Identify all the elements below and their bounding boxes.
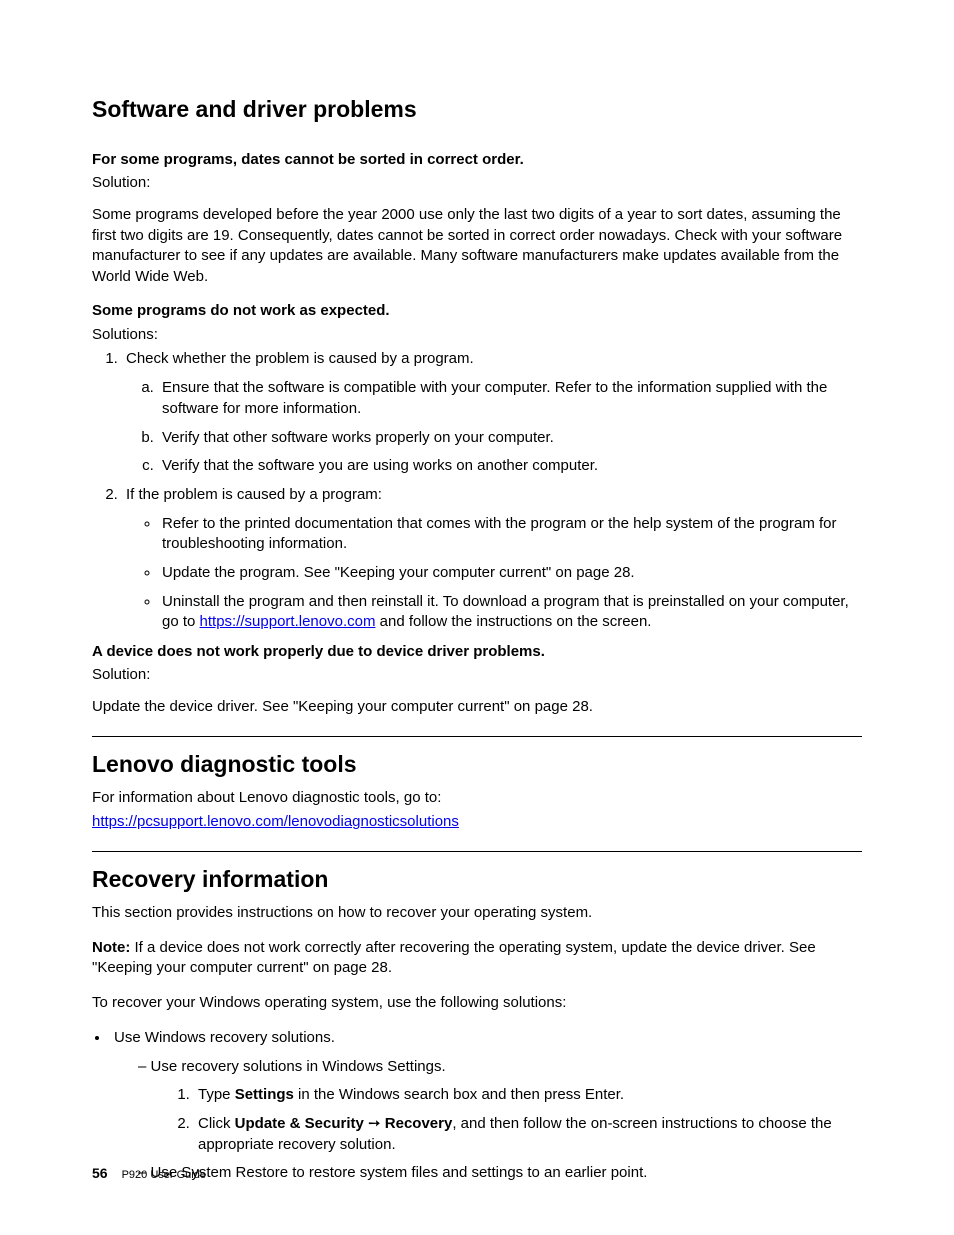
problem2-step2-b1: Refer to the printed documentation that … (160, 514, 862, 555)
settings-bold: Settings (235, 1086, 294, 1103)
recovery-b1-d1-s2: Click Update & Security ➙ Recovery, and … (194, 1114, 862, 1155)
problem3-title: A device does not work properly due to d… (92, 643, 862, 660)
recovery-b1-d1-text: Use recovery solutions in Windows Settin… (151, 1058, 446, 1075)
recovery-b1-d1-s1-pre: Type (198, 1086, 235, 1103)
problem2-step2-b3-post: and follow the instructions on the scree… (375, 613, 651, 630)
divider-1 (92, 736, 862, 737)
recovery-b1-d1: Use recovery solutions in Windows Settin… (138, 1057, 862, 1156)
problem2-step1-text: Check whether the problem is caused by a… (126, 350, 474, 367)
update-security-bold: Update & Security (235, 1115, 364, 1132)
heading-software-driver-problems: Software and driver problems (92, 96, 862, 123)
problem2-steps: Check whether the problem is caused by a… (92, 349, 862, 633)
problem2-step2-text: If the problem is caused by a program: (126, 486, 382, 503)
note-body: If a device does not work correctly afte… (92, 939, 816, 977)
support-lenovo-link[interactable]: https://support.lenovo.com (200, 613, 376, 630)
page-footer: 56 P920 User Guide (92, 1165, 206, 1181)
recovery-b1-d2-text: Use System Restore to restore system fil… (151, 1164, 648, 1181)
recovery-b1-d1-s1-post: in the Windows search box and then press… (294, 1086, 624, 1103)
recovery-b1-d1-s1: Type Settings in the Windows search box … (194, 1085, 862, 1106)
doc-title: P920 User Guide (122, 1169, 206, 1181)
section2-link-line: https://pcsupport.lenovo.com/lenovodiagn… (92, 812, 862, 833)
problem3-solution-label: Solution: (92, 666, 862, 683)
section3-lead: To recover your Windows operating system… (92, 993, 862, 1014)
problem2-solution-label: Solutions: (92, 325, 862, 346)
divider-2 (92, 851, 862, 852)
section2-intro: For information about Lenovo diagnostic … (92, 788, 862, 809)
problem2-step2-bullets: Refer to the printed documentation that … (126, 514, 862, 633)
arrow-icon: ➙ (364, 1115, 385, 1132)
heading-lenovo-diagnostic-tools: Lenovo diagnostic tools (92, 751, 862, 778)
problem2-step2-b2: Update the program. See "Keeping your co… (160, 563, 862, 584)
heading-recovery-information: Recovery information (92, 866, 862, 893)
section3-intro: This section provides instructions on ho… (92, 903, 862, 924)
problem2-step1a: Ensure that the software is compatible w… (158, 378, 862, 419)
recovery-b1-dashlist: Use recovery solutions in Windows Settin… (114, 1057, 862, 1184)
recovery-bold: Recovery (385, 1115, 453, 1132)
problem2-step1c: Verify that the software you are using w… (158, 456, 862, 477)
problem2-step1b: Verify that other software works properl… (158, 428, 862, 449)
section3-note: Note: If a device does not work correctl… (92, 938, 862, 979)
recovery-b1-d2: Use System Restore to restore system fil… (138, 1163, 862, 1184)
problem1-body: Some programs developed before the year … (92, 205, 862, 288)
document-page: Software and driver problems For some pr… (0, 0, 954, 1235)
problem2-step1-sublist: Ensure that the software is compatible w… (126, 378, 862, 477)
recovery-b1-d1-steps: Type Settings in the Windows search box … (154, 1085, 862, 1155)
recovery-b1-text: Use Windows recovery solutions. (114, 1029, 335, 1046)
page-number: 56 (92, 1165, 108, 1181)
recovery-b1: Use Windows recovery solutions. Use reco… (110, 1028, 862, 1184)
note-label: Note: (92, 939, 135, 956)
problem1-solution-label: Solution: (92, 174, 862, 191)
recovery-b1-d1-s2-pre: Click (198, 1115, 235, 1132)
problem3-body: Update the device driver. See "Keeping y… (92, 697, 862, 718)
recovery-top-list: Use Windows recovery solutions. Use reco… (92, 1028, 862, 1184)
problem2-step2: If the problem is caused by a program: R… (122, 485, 862, 633)
problem1-title: For some programs, dates cannot be sorte… (92, 151, 862, 168)
problem2-step2-b3: Uninstall the program and then reinstall… (160, 592, 862, 633)
problem2-title: Some programs do not work as expected. (92, 302, 862, 319)
problem2-step1: Check whether the problem is caused by a… (122, 349, 862, 476)
pcsupport-lenovo-link[interactable]: https://pcsupport.lenovo.com/lenovodiagn… (92, 813, 459, 830)
